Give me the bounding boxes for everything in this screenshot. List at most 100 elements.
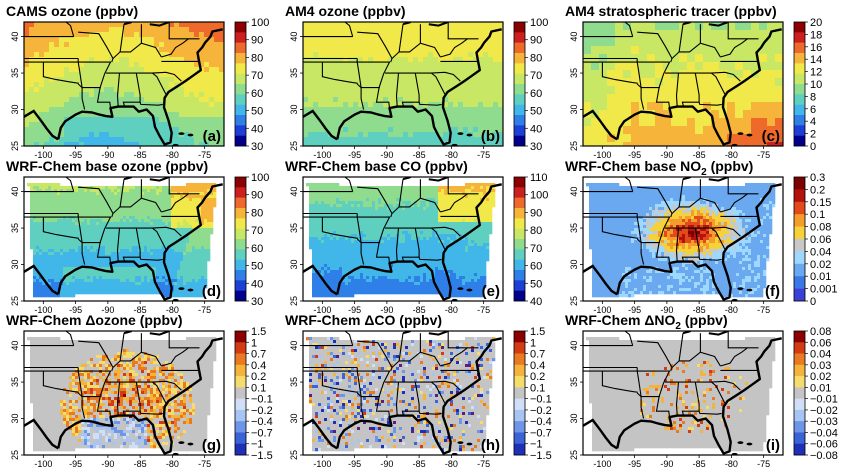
lat-tick-label: 30 [289, 260, 299, 270]
map-frame [302, 21, 504, 147]
lon-tick-label: -75 [198, 150, 211, 160]
lon-tick-label: -100 [313, 459, 331, 469]
map-frame [23, 176, 225, 302]
panel-title: WRF-Chem Δozone (ppbv) [6, 312, 182, 328]
map-field [303, 177, 503, 301]
lon-tick-label: -85 [693, 150, 706, 160]
colorbar-tick: 0.06 [810, 337, 831, 349]
panel-label: (h) [481, 437, 500, 454]
lat-tick-label: 30 [289, 414, 299, 424]
colorbar-tick: −0.4 [251, 416, 273, 428]
map-field [24, 331, 224, 455]
lon-tick-label: -80 [725, 305, 738, 315]
lon-tick-label: -85 [413, 150, 426, 160]
lon-tick-label: -90 [660, 459, 673, 469]
colorbar-tick: −0.08 [810, 450, 838, 462]
colorbar-tick: 0 [810, 141, 816, 153]
colorbar-tick: 70 [251, 225, 263, 237]
lon-tick-label: -80 [445, 150, 458, 160]
colorbar-tick: 100 [251, 172, 269, 184]
colorbar-tick: 0 [810, 296, 816, 308]
colorbar-tick: 1 [530, 337, 536, 349]
lat-tick-label: 35 [10, 223, 20, 233]
colorbar-tick: 0.02 [810, 259, 831, 271]
colorbar-tick: 30 [251, 296, 263, 308]
lat-tick-label: 40 [569, 341, 579, 351]
colorbar-tick: 100 [530, 17, 548, 29]
lon-tick-label: -100 [34, 305, 52, 315]
map-frame [582, 330, 784, 456]
lat-tick-label: 25 [569, 296, 579, 306]
lon-tick-label: -75 [477, 150, 490, 160]
colorbar: 1.510.70.40.20.1−0.1−0.2−0.4−0.7−1−1.5 [513, 326, 552, 462]
lon-tick-label: -90 [380, 150, 393, 160]
colorbar-tick: −0.1 [530, 394, 552, 406]
lon-tick-label: -85 [134, 459, 147, 469]
lon-tick-label: -75 [477, 459, 490, 469]
panel-d: WRF-Chem base ozone (ppbv) (d) -100 -95 -90 -… [6, 158, 269, 315]
panel-title: WRF-Chem base CO (ppbv) [285, 158, 468, 174]
panel-e: WRF-Chem base CO (ppbv) (e) -100 -95 -90 -85 -… [285, 158, 548, 315]
map-frame [23, 330, 225, 456]
colorbar-tick: 1 [251, 337, 257, 349]
lon-tick-label: -100 [313, 305, 331, 315]
map-field [303, 22, 503, 146]
lat-tick-label: 25 [289, 296, 299, 306]
lon-tick-label: -90 [660, 305, 673, 315]
colorbar-tick: −1.5 [530, 450, 552, 462]
lon-tick-label: -85 [693, 459, 706, 469]
lat-tick-label: 35 [10, 377, 20, 387]
panel-label: (c) [762, 128, 780, 145]
colorbar-tick: 0.01 [810, 382, 831, 394]
panel-title: AM4 stratospheric tracer (ppbv) [565, 3, 777, 19]
panel-label: (a) [203, 128, 221, 145]
lon-tick-label: -95 [348, 459, 361, 469]
colorbar-tick: 50 [251, 106, 263, 118]
lat-tick-label: 25 [569, 141, 579, 151]
colorbar-tick: −0.06 [810, 439, 838, 451]
colorbar-tick: −1 [530, 439, 543, 451]
colorbar-tick: 0.2 [530, 371, 545, 383]
panel-label: (f) [765, 283, 780, 300]
colorbar-tick: 0.1 [251, 382, 266, 394]
colorbar-tick: 50 [530, 106, 542, 118]
colorbar-tick: 0.03 [810, 360, 831, 372]
colorbar-tick: 0.06 [810, 234, 831, 246]
lat-tick-label: 30 [289, 105, 299, 115]
panel-title: CAMS ozone (ppbv) [6, 3, 138, 19]
lon-tick-label: -100 [593, 305, 611, 315]
colorbar-tick: 0.4 [251, 360, 266, 372]
panel-label: (b) [481, 128, 500, 145]
lon-tick-label: -85 [134, 305, 147, 315]
colorbar-tick: −0.7 [251, 427, 273, 439]
panel-b: AM4 ozone (ppbv) (b) -100 -95 -90 -85 -80 -75 40… [285, 3, 548, 160]
colorbar-tick: 60 [530, 88, 542, 100]
lon-tick-label: -75 [198, 305, 211, 315]
colorbar-tick: 0.7 [530, 349, 545, 361]
colorbar-tick: 50 [251, 261, 263, 273]
colorbar-tick: 12 [810, 67, 822, 79]
colorbar-tick: 80 [530, 52, 542, 64]
colorbar: 100 90 80 70 60 50 40 30 [234, 17, 269, 153]
panel-label: (g) [202, 437, 221, 454]
lon-tick-label: -90 [101, 459, 114, 469]
colorbar-tick: 1.5 [251, 326, 266, 338]
colorbar-tick: −0.2 [251, 405, 273, 417]
colorbar-tick: 40 [251, 123, 263, 135]
lon-tick-label: -100 [313, 150, 331, 160]
colorbar-tick: 90 [251, 190, 263, 202]
lon-tick-label: -80 [166, 459, 179, 469]
colorbar-tick: 0.001 [810, 284, 838, 296]
map-frame [582, 21, 784, 147]
colorbar-tick: 60 [530, 261, 542, 273]
colorbar: 100 90 80 70 60 50 40 30 [234, 172, 269, 308]
lat-tick-label: 40 [289, 187, 299, 197]
colorbar-tick: 1.5 [530, 326, 545, 338]
colorbar-tick: 18 [810, 29, 822, 41]
colorbar-tick: 0.7 [251, 349, 266, 361]
colorbar-tick: 30 [251, 141, 263, 153]
colorbar: 1.510.70.40.20.1−0.1−0.2−0.4−0.7−1−1.5 [234, 326, 273, 462]
lat-tick-label: 35 [289, 68, 299, 78]
colorbar-tick: 30 [530, 141, 542, 153]
